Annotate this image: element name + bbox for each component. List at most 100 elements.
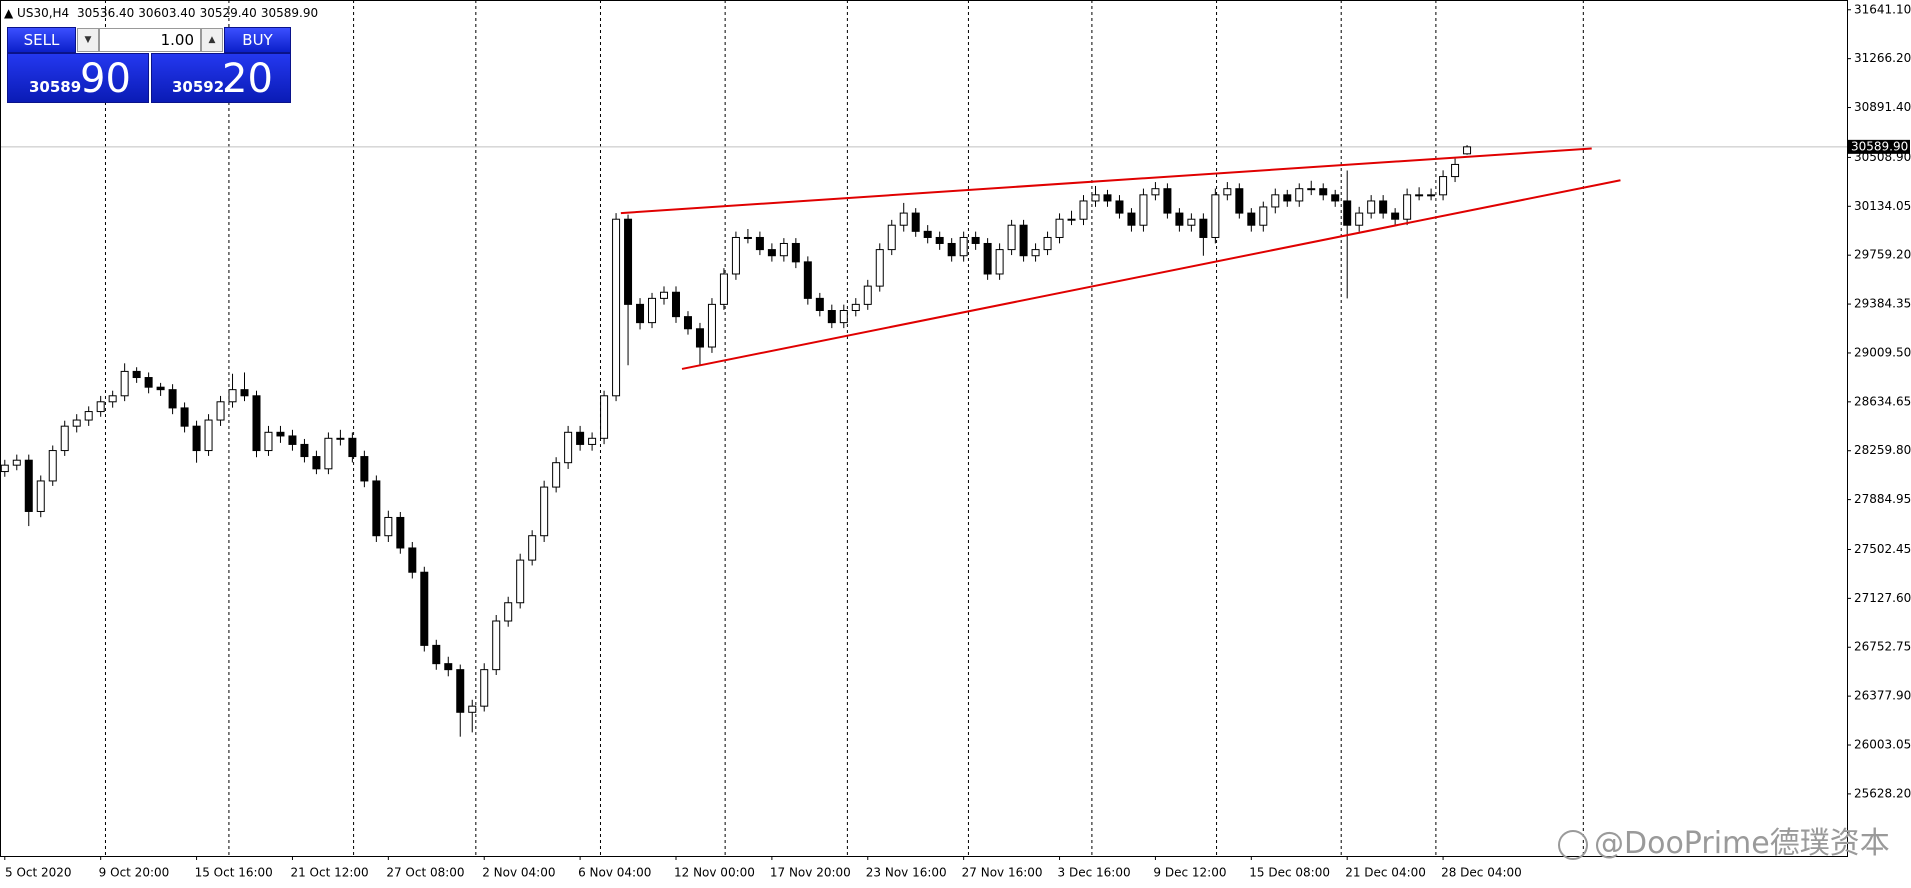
x-tick-label: 23 Nov 16:00	[866, 866, 947, 880]
x-tick-label: 28 Dec 04:00	[1441, 866, 1522, 880]
candle-body	[192, 425, 201, 452]
candle-body	[779, 242, 788, 257]
candle-body	[755, 236, 764, 251]
sell-price-box[interactable]: 30589 90	[7, 53, 149, 103]
bid-main: 30589	[29, 78, 82, 96]
candle-body	[504, 602, 513, 622]
trendline	[681, 179, 1621, 370]
bid-pips: 90	[80, 56, 131, 102]
candle-body	[432, 644, 441, 665]
candle-body	[648, 297, 657, 324]
candle-body	[288, 435, 297, 445]
plot-frame	[0, 0, 1848, 857]
candle-body	[348, 437, 357, 458]
candle-body	[983, 242, 992, 275]
buy-button[interactable]: BUY	[224, 27, 291, 53]
candle-body	[528, 535, 537, 561]
candle-body	[1343, 200, 1352, 226]
candle-body	[791, 242, 800, 263]
candle-body	[612, 218, 621, 397]
x-tick-label: 15 Dec 08:00	[1249, 866, 1330, 880]
y-tick-label: 31266.20	[1854, 51, 1911, 65]
candle-body	[1211, 194, 1220, 238]
volume-up[interactable]: ▲	[201, 28, 223, 52]
candle-body	[600, 395, 609, 439]
candle-body	[456, 669, 465, 713]
candle-body	[660, 291, 669, 299]
candle-body	[1019, 224, 1028, 257]
candle-body	[372, 480, 381, 537]
ohlc-open: 30536.40	[77, 6, 135, 20]
candle-body	[1079, 200, 1088, 220]
candle-body	[1043, 236, 1052, 251]
y-tick-label: 28259.80	[1854, 443, 1911, 457]
candle-body	[0, 464, 9, 473]
volume-down[interactable]: ▼	[77, 28, 99, 52]
candle-body	[707, 303, 716, 348]
candle-body	[719, 273, 728, 305]
candle-body	[1115, 200, 1124, 214]
candle-body	[875, 249, 884, 287]
volume-input[interactable]: 1.00	[99, 28, 201, 52]
candle-body	[132, 370, 141, 379]
candle-body	[636, 303, 645, 324]
candle-body	[1223, 188, 1232, 196]
x-tick-label: 12 Nov 00:00	[674, 866, 755, 880]
candle-body	[36, 480, 45, 512]
candle-body	[1187, 218, 1196, 226]
y-tick-label: 26377.90	[1854, 689, 1911, 703]
candle-body	[1331, 194, 1340, 202]
candle-body	[120, 370, 129, 397]
x-tick-label: 3 Dec 16:00	[1058, 866, 1131, 880]
last-price-tag	[1848, 139, 1910, 154]
candle-body	[887, 224, 896, 251]
candle-body	[48, 450, 57, 482]
candle-body	[851, 303, 860, 312]
candle-body	[743, 236, 752, 239]
candle-body	[911, 212, 920, 232]
candle-body	[935, 236, 944, 244]
y-tick-label: 27127.60	[1854, 591, 1911, 605]
candle-body	[1367, 200, 1376, 214]
candle-body	[1379, 200, 1388, 214]
candle-body	[576, 431, 585, 445]
candle-body	[1307, 188, 1316, 191]
candle-body	[731, 236, 740, 275]
y-tick-label: 26003.05	[1854, 738, 1911, 752]
candle-body	[1391, 212, 1400, 220]
candle-body	[204, 419, 213, 452]
x-tick-label: 15 Oct 16:00	[195, 866, 273, 880]
candle-body	[540, 486, 549, 537]
y-tick-label: 25628.20	[1854, 786, 1911, 800]
sell-button[interactable]: SELL	[7, 27, 76, 53]
candle-body	[492, 620, 501, 671]
ask-pips: 20	[222, 56, 273, 102]
candle-body	[1199, 218, 1208, 238]
candle-body	[336, 437, 345, 440]
candle-body	[516, 559, 525, 604]
candle-body	[96, 401, 105, 413]
x-tick-label: 9 Oct 20:00	[99, 866, 170, 880]
candle-body	[324, 437, 333, 470]
candle-body	[995, 249, 1004, 275]
candle-body	[1055, 218, 1064, 238]
x-tick-label: 5 Oct 2020	[5, 866, 72, 880]
candle-body	[1271, 194, 1280, 208]
candle-body	[624, 218, 633, 305]
candle-body	[947, 242, 956, 257]
candle-body	[468, 705, 477, 713]
buy-price-box[interactable]: 30592 20	[151, 53, 291, 103]
candle-body	[240, 389, 249, 397]
candle-body	[264, 431, 273, 452]
candle-body	[360, 456, 369, 482]
y-tick-label: 30134.05	[1854, 199, 1911, 213]
candle-body	[1403, 194, 1412, 220]
candle-body	[1067, 218, 1076, 221]
candle-body	[420, 571, 429, 646]
x-tick-label: 27 Oct 08:00	[386, 866, 464, 880]
candle-body	[1091, 194, 1100, 202]
candle-body	[408, 547, 417, 573]
y-tick-label: 29759.20	[1854, 248, 1911, 262]
ohlc-close: 30589.90	[260, 6, 319, 20]
